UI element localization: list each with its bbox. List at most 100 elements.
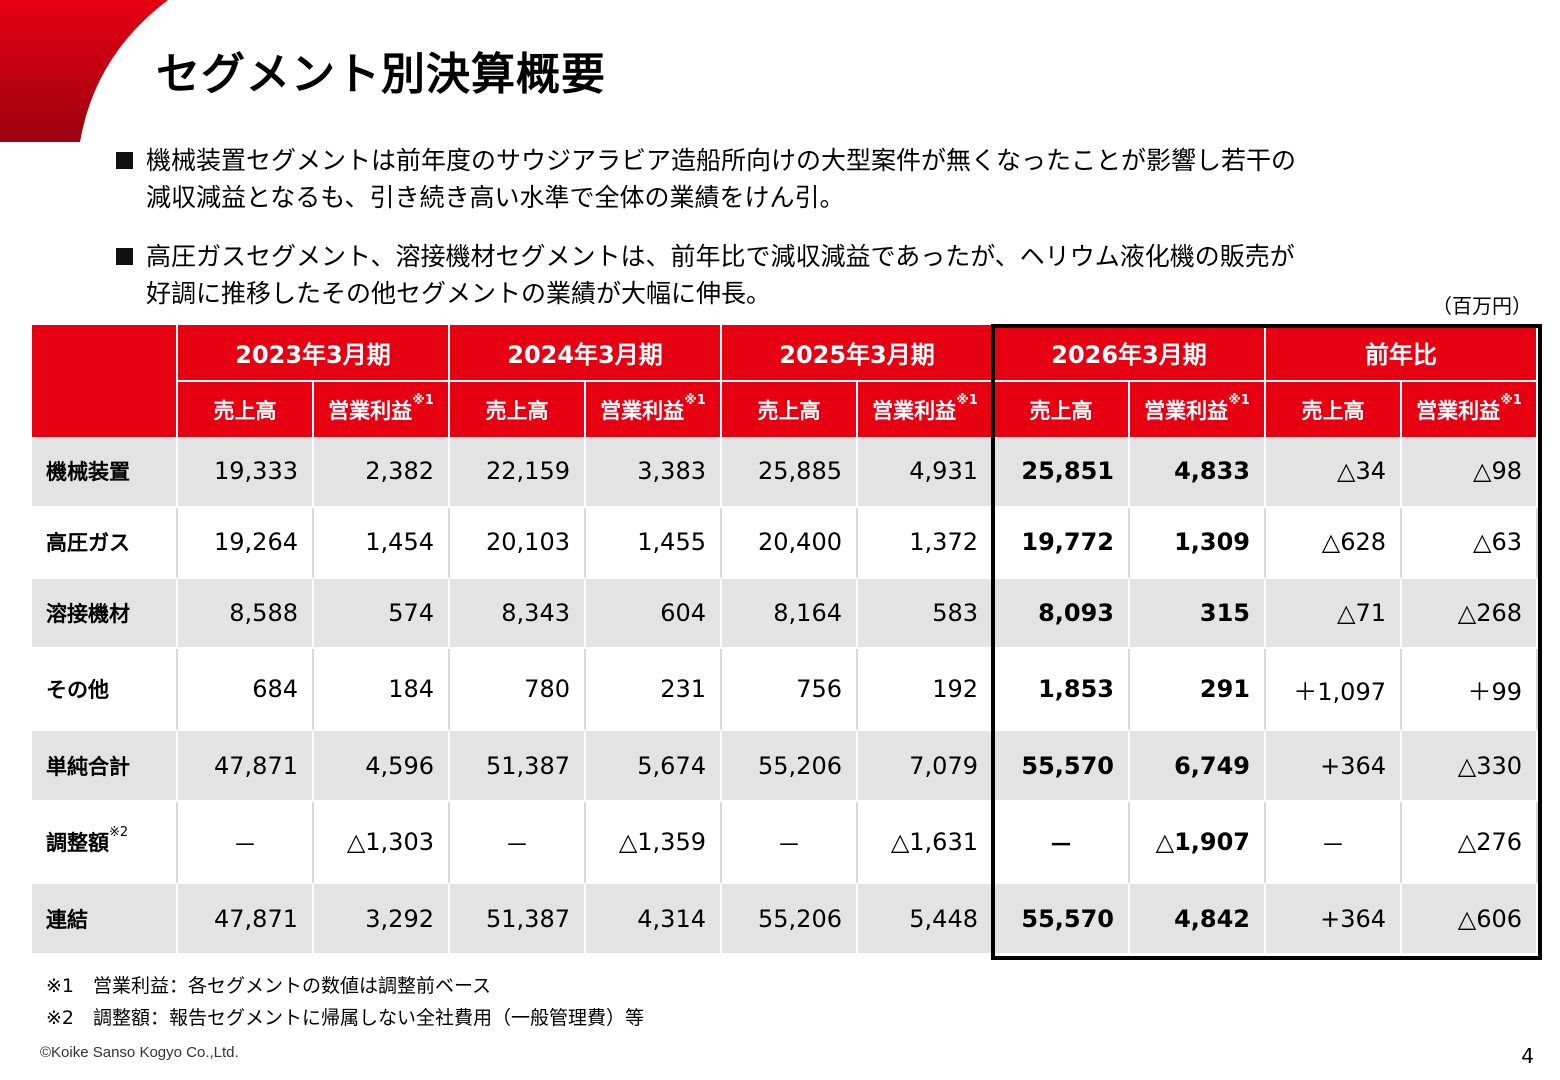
- table-cell: △63: [1402, 507, 1538, 579]
- table-cell: 8,164: [722, 578, 858, 650]
- table-cell: －: [178, 802, 314, 885]
- note-mark: ※1: [956, 392, 978, 408]
- table-cell: 22,159: [450, 437, 586, 508]
- bullet-text-line: 好調に推移したその他セグメントの業績が大幅に伸長。: [146, 279, 772, 308]
- note-mark: ※1: [684, 392, 706, 408]
- table-cell: △276: [1402, 802, 1538, 885]
- operating-profit-label: 営業利益: [328, 398, 413, 423]
- note-mark: ※1: [412, 392, 434, 408]
- table-cell: △98: [1402, 437, 1538, 508]
- table-cell: 604: [586, 578, 722, 650]
- table-cell: 1,455: [586, 507, 722, 579]
- table-cell: 51,387: [450, 731, 586, 803]
- table-cell: 574: [314, 578, 450, 650]
- table-cell: 4,931: [858, 437, 994, 508]
- table-cell: 8,588: [178, 578, 314, 650]
- table-cell: 8,093: [994, 578, 1130, 650]
- table-cell: △1,359: [586, 802, 722, 885]
- row-label: 調整額※2: [32, 802, 178, 885]
- footnote-1: ※1 営業利益：各セグメントの数値は調整前ベース: [46, 975, 492, 997]
- table-cell: 5,448: [858, 884, 994, 955]
- table-cell: 7,079: [858, 731, 994, 803]
- table-cell: －: [1266, 802, 1402, 885]
- table-row: 調整額※2 － △1,303 － △1,359 － △1,631 － △1,907 － △276: [32, 802, 1538, 885]
- table-body: 機械装置 19,333 2,382 22,159 3,383 25,885 4,931 25,…: [32, 437, 1538, 955]
- table-cell: 1,372: [858, 507, 994, 579]
- segment-results-table: 2023年3月期 2024年3月期 2025年3月期 2026年3月期 前年比 …: [32, 325, 1538, 955]
- bullet-text-line: 高圧ガスセグメント、溶接機材セグメントは、前年比で減収減益であったが、ヘリウム液…: [146, 242, 1295, 271]
- table-cell: ＋99: [1402, 649, 1538, 732]
- operating-profit-subheader: 営業利益※1: [1130, 382, 1266, 437]
- table-row: 連結 47,871 3,292 51,387 4,314 55,206 5,448 55,57…: [32, 884, 1538, 955]
- table-cell: 51,387: [450, 884, 586, 955]
- table-row: 溶接機材 8,588 574 8,343 604 8,164 583 8,093 315 △71 △…: [32, 578, 1538, 650]
- table-cell: △268: [1402, 578, 1538, 650]
- row-label-text: 調整額: [46, 831, 109, 856]
- row-label: 単純合計: [32, 731, 178, 803]
- table-row: 単純合計 47,871 4,596 51,387 5,674 55,206 7,079 55,…: [32, 731, 1538, 803]
- table-cell: 192: [858, 649, 994, 732]
- sales-subheader: 売上高: [722, 382, 858, 437]
- period-header: 2026年3月期: [994, 325, 1266, 382]
- table-row: その他 684 184 780 231 756 192 1,853 291 ＋1,097 ＋99: [32, 649, 1538, 732]
- table-cell: 684: [178, 649, 314, 732]
- table-cell: +364: [1266, 884, 1402, 955]
- operating-profit-label: 営業利益: [600, 398, 685, 423]
- square-bullet-icon: [116, 248, 133, 265]
- table-cell: 19,333: [178, 437, 314, 508]
- table-cell: 19,772: [994, 507, 1130, 579]
- table-cell: 20,103: [450, 507, 586, 579]
- table-cell: 25,851: [994, 437, 1130, 508]
- table-cell: 4,596: [314, 731, 450, 803]
- table-cell: 19,264: [178, 507, 314, 579]
- table-cell: 55,570: [994, 731, 1130, 803]
- row-label-text: 連結: [46, 907, 88, 932]
- bullet-text-line: 減収減益となるも、引き続き高い水準で全体の業績をけん引。: [146, 183, 845, 212]
- page-number: 4: [1521, 1044, 1534, 1068]
- operating-profit-label: 営業利益: [1416, 398, 1501, 423]
- table-cell: △1,631: [858, 802, 994, 885]
- row-label-text: その他: [46, 678, 109, 703]
- table-cell: 4,833: [1130, 437, 1266, 508]
- table-cell: △1,907: [1130, 802, 1266, 885]
- row-label: 溶接機材: [32, 578, 178, 650]
- period-header: 2025年3月期: [722, 325, 994, 382]
- table-cell: 55,206: [722, 884, 858, 955]
- row-label: その他: [32, 649, 178, 732]
- bullet-item: 高圧ガスセグメント、溶接機材セグメントは、前年比で減収減益であったが、ヘリウム液…: [116, 238, 1446, 312]
- copyright: ©Koike Sanso Kogyo Co.,Ltd.: [40, 1044, 239, 1061]
- row-label: 連結: [32, 884, 178, 955]
- table-cell: +364: [1266, 731, 1402, 803]
- table-row: 機械装置 19,333 2,382 22,159 3,383 25,885 4,931 25,…: [32, 437, 1538, 508]
- table-cell: 1,853: [994, 649, 1130, 732]
- table-cell: 291: [1130, 649, 1266, 732]
- square-bullet-icon: [116, 152, 133, 169]
- sales-subheader: 売上高: [450, 382, 586, 437]
- subheader-row: 売上高 営業利益※1 売上高 営業利益※1 売上高 営業利益※1 売上高 営業利益※1 売上高営…: [32, 382, 1538, 437]
- table-cell: 315: [1130, 578, 1266, 650]
- table-cell: 47,871: [178, 731, 314, 803]
- table-cell: 8,343: [450, 578, 586, 650]
- table-cell: △71: [1266, 578, 1402, 650]
- page-title: セグメント別決算概要: [156, 49, 606, 100]
- row-label: 高圧ガス: [32, 507, 178, 579]
- sales-subheader: 売上高: [1266, 382, 1402, 437]
- sales-subheader: 売上高: [994, 382, 1130, 437]
- table-cell: －: [994, 802, 1130, 885]
- row-label-text: 溶接機材: [46, 602, 130, 627]
- note-mark: ※1: [1500, 392, 1522, 408]
- operating-profit-subheader: 営業利益※1: [858, 382, 994, 437]
- table-cell: 4,842: [1130, 884, 1266, 955]
- table-cell: 2,382: [314, 437, 450, 508]
- corner-decoration: [0, 0, 168, 142]
- summary-bullets: 機械装置セグメントは前年度のサウジアラビア造船所向けの大型案件が無くなったことが…: [116, 142, 1446, 334]
- corner-header-cell: [32, 325, 178, 437]
- table-cell: △1,303: [314, 802, 450, 885]
- table-cell: 5,674: [586, 731, 722, 803]
- table-cell: △628: [1266, 507, 1402, 579]
- operating-profit-label: 営業利益: [1144, 398, 1229, 423]
- table-cell: 3,383: [586, 437, 722, 508]
- table-cell: 20,400: [722, 507, 858, 579]
- row-label-text: 高圧ガス: [46, 531, 130, 556]
- bullet-item: 機械装置セグメントは前年度のサウジアラビア造船所向けの大型案件が無くなったことが…: [116, 142, 1446, 216]
